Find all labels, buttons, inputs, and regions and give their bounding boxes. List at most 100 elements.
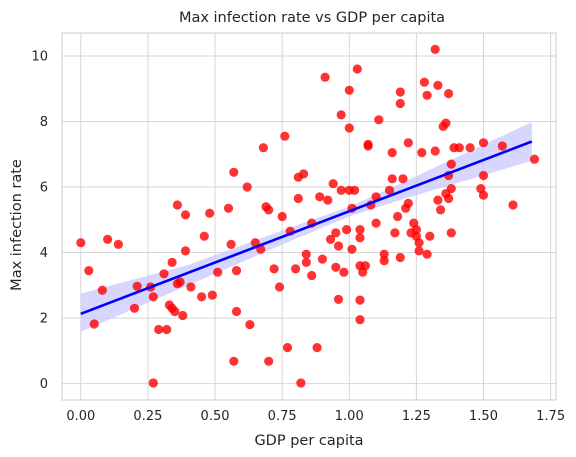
data-point [414,246,424,256]
regression-line [80,140,533,316]
data-point [419,77,429,87]
data-point [293,193,303,204]
data-point [170,306,180,317]
data-point [374,115,384,125]
data-point [180,246,191,256]
data-point [129,303,140,313]
data-point [336,185,346,195]
x-tick-label: 0.25 [133,409,162,424]
data-point [347,244,357,254]
data-point [355,233,365,243]
data-point [414,238,424,248]
data-point [325,234,336,244]
data-point [178,310,188,321]
data-point [282,343,293,353]
data-point [379,256,389,266]
data-point [398,174,408,184]
plot-frame [61,32,557,401]
data-point [301,257,311,267]
y-tick-label: 2 [40,312,48,327]
data-point [317,254,327,264]
data-point [296,378,306,388]
data-point [403,138,413,148]
data-point [342,225,352,235]
data-point [422,249,432,259]
data-point [162,324,172,335]
data-point [280,131,290,141]
data-point [446,184,456,194]
y-axis-label: Max infection rate [9,159,25,291]
data-point [186,282,196,292]
data-point [355,315,365,325]
data-point [132,281,142,291]
data-point [344,85,354,95]
data-point [333,241,344,251]
data-point [422,90,432,100]
data-point [242,182,252,192]
data-point [231,306,242,317]
data-point [433,195,443,205]
data-point [478,170,489,181]
y-tick-labels: 0 2 4 6 8 10 [31,49,48,392]
data-point [444,89,454,99]
data-point [355,295,365,305]
data-point [264,205,274,215]
data-point [89,319,99,329]
data-point [264,356,274,366]
data-point [350,185,360,195]
data-point [384,185,395,195]
data-point [97,285,107,295]
data-point [315,192,325,202]
data-point [425,231,435,241]
data-point [223,203,234,213]
x-tick-labels: 0.00 0.25 0.50 0.75 1.00 1.25 1.50 1.75 [66,409,565,424]
data-point [226,239,236,249]
data-point [205,208,215,218]
data-point [395,252,405,263]
y-tick-label: 10 [31,49,48,64]
data-point [229,356,239,366]
data-point [360,261,370,271]
data-point [299,169,309,179]
data-point [478,138,489,148]
x-tick-label: 0.50 [201,409,230,424]
data-point [258,143,268,153]
x-tick-label: 1.25 [402,409,431,424]
x-tick-label: 0.75 [268,409,297,424]
data-point [331,262,341,272]
data-point [430,44,440,55]
data-point [213,267,223,277]
data-point [393,211,403,222]
data-point [274,282,285,292]
y-tick-label: 6 [40,181,48,196]
data-point [395,87,405,97]
data-point [231,266,242,276]
data-point [197,292,207,302]
data-point [154,324,164,335]
y-tick-label: 4 [40,246,48,261]
x-tick-label: 0.00 [66,409,95,424]
data-point [172,200,182,210]
data-point [363,141,373,151]
data-point [430,146,440,156]
data-point [371,218,381,228]
data-point [207,290,217,300]
data-point [312,343,322,353]
data-point [269,264,279,274]
data-point [352,64,362,74]
data-point [387,174,397,184]
data-point [390,228,400,238]
data-point [446,159,456,169]
data-point [323,195,333,205]
data-points [76,44,540,388]
data-point [355,225,365,235]
data-point [175,277,185,287]
data-point [387,148,397,158]
data-point [336,110,346,120]
data-point [403,198,413,208]
data-point [159,269,169,279]
data-point [497,141,507,151]
x-tick-label: 1.50 [469,409,498,424]
data-point [277,211,287,222]
